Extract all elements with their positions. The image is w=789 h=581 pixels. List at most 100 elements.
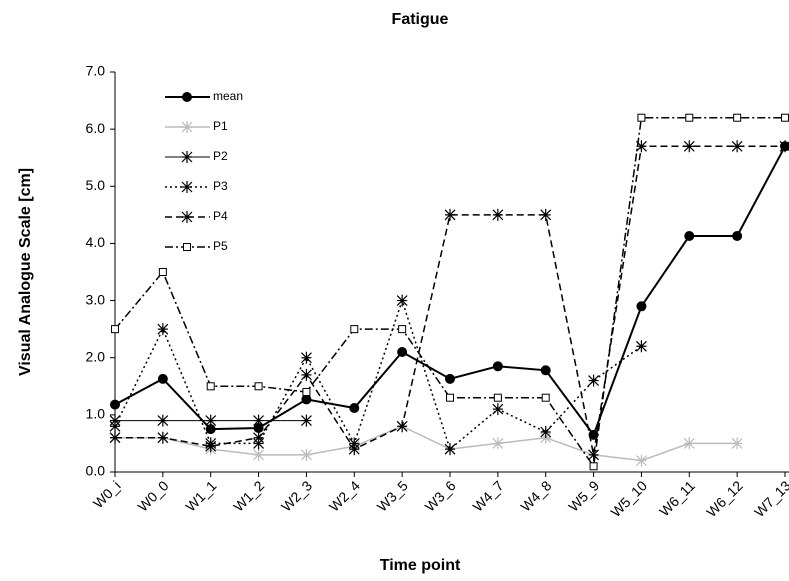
y-tick-label: 0.0 [86,463,106,479]
x-tick-label: W4_8 [517,477,554,514]
point [111,325,119,334]
point [396,420,408,433]
x-tick-label: W2_4 [326,477,363,514]
legend-label: mean [213,89,243,103]
y-tick-label: 1.0 [86,406,106,422]
point [253,414,264,427]
point [540,426,552,438]
legend-label: P3 [213,179,228,193]
point [444,443,456,456]
legend-marker [181,121,193,133]
x-tick-label: W5_10 [607,477,650,520]
point [636,140,647,153]
legend-marker [181,181,193,193]
x-tick-label: W0_0 [134,477,171,514]
point [253,448,264,461]
legend-marker [181,151,193,163]
point [109,431,121,444]
point [398,325,407,334]
point [683,140,695,153]
x-tick-label: W0_i [90,477,124,511]
x-tick-label: W1_1 [182,477,219,514]
x-tick-label: W3_6 [422,477,459,514]
series-line [115,425,738,462]
point [588,374,599,387]
point [157,373,168,384]
legend-marker [182,92,192,102]
point [348,443,360,456]
point [301,351,312,364]
point [637,113,646,122]
point [588,448,599,461]
point [492,361,503,372]
point [157,431,169,444]
point [158,268,167,276]
legend-label: P5 [213,239,228,253]
point [492,208,504,221]
point [205,440,217,453]
legend-label: P4 [213,209,228,223]
point [301,448,312,461]
y-tick-label: 2.0 [86,348,106,364]
point [109,420,121,433]
point [205,414,217,427]
point [301,414,312,427]
point [636,340,647,353]
x-tick-label: W7_13 [751,477,789,520]
point [444,208,456,221]
y-tick-label: 3.0 [86,291,106,307]
point [636,454,647,467]
x-tick-label: W3_5 [374,477,411,514]
point [636,301,647,312]
point [157,414,169,427]
chart-title: Fatigue [392,11,449,28]
point [254,382,263,391]
point [206,382,215,391]
y-tick-label: 7.0 [86,63,106,79]
point [253,431,264,444]
x-tick-label: W6_12 [703,477,746,520]
y-tick-label: 4.0 [86,234,106,250]
legend-label: P1 [213,119,228,133]
point [540,365,551,376]
point [492,437,504,450]
x-tick-label: W6_11 [656,477,698,519]
point [541,393,550,402]
y-axis-label: Visual Analogue Scale [cm] [17,168,34,376]
point [493,393,502,402]
point [492,403,504,416]
point [732,231,743,241]
point [397,347,408,357]
point [684,231,695,241]
series-line [115,145,785,456]
x-axis-label: Time point [380,557,461,574]
point [779,140,789,153]
point [302,388,311,396]
legend-label: P2 [213,149,228,163]
point [683,437,695,450]
point [396,294,408,307]
point [301,394,312,405]
legend-marker [183,243,191,251]
point [781,113,789,122]
point [110,399,120,410]
point [540,208,552,221]
point [445,373,455,384]
point [157,323,169,336]
series-line [114,116,785,469]
x-tick-label: W1_2 [230,477,267,514]
point [349,403,360,413]
point [731,437,743,450]
point [301,368,312,381]
point [685,113,694,122]
point [731,140,743,153]
legend-marker [181,211,193,223]
point [446,393,454,402]
point [589,462,598,471]
series-line [114,298,642,451]
x-tick-label: W2_3 [278,477,315,514]
y-tick-label: 6.0 [86,120,106,136]
x-tick-label: W4_7 [469,477,506,514]
